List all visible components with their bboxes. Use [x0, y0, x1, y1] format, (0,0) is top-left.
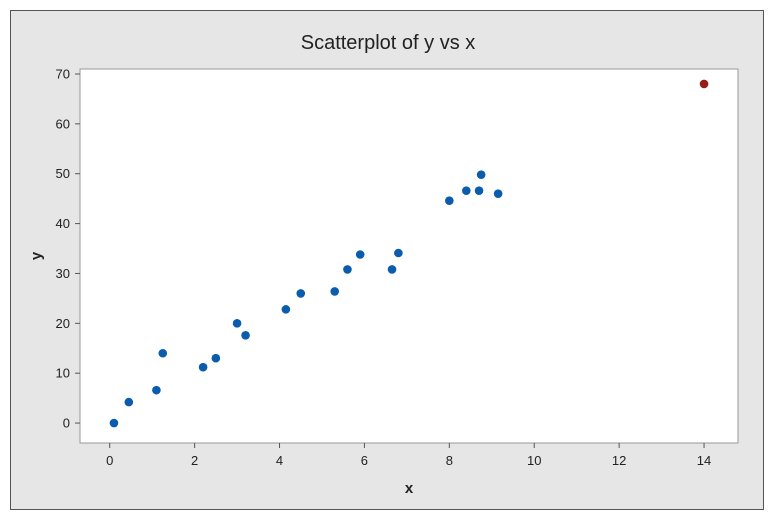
- y-tick-label: 50: [56, 166, 70, 181]
- chart-title: Scatterplot of y vs x: [301, 32, 476, 54]
- data-point: [296, 289, 306, 298]
- x-axis: 0 2 4 6 8 10 12 14: [106, 443, 711, 468]
- data-point: [462, 186, 471, 195]
- x-tick-label: 14: [697, 453, 711, 468]
- data-point: [158, 348, 168, 358]
- y-tick-label: 10: [56, 366, 70, 381]
- data-point: [241, 330, 250, 340]
- data-point: [152, 385, 161, 395]
- scatter-chart: Scatterplot of y vs x 0 2 4 6 8 10 12 14 0 10 20 3…: [28, 32, 739, 497]
- x-tick-label: 12: [612, 453, 626, 468]
- highlighted-data-point: [699, 79, 709, 89]
- data-point: [343, 265, 352, 274]
- data-points: [109, 79, 709, 428]
- y-axis: 0 10 20 30 40 50 60 70: [56, 66, 80, 431]
- y-tick-label: 60: [56, 116, 70, 131]
- x-tick-label: 8: [446, 453, 453, 468]
- y-tick-label: 30: [56, 266, 70, 281]
- data-point: [355, 250, 365, 259]
- y-tick-label: 0: [63, 416, 70, 431]
- x-tick-label: 2: [191, 453, 198, 468]
- plot-area: [79, 68, 739, 444]
- y-tick-label: 20: [56, 316, 70, 331]
- data-point: [198, 362, 208, 372]
- data-point: [476, 170, 486, 180]
- data-point: [394, 248, 403, 258]
- data-point: [232, 319, 242, 328]
- data-point: [281, 305, 291, 314]
- data-point: [211, 353, 221, 363]
- data-point: [445, 196, 454, 205]
- x-tick-label: 0: [106, 453, 113, 468]
- x-tick-label: 6: [361, 453, 368, 468]
- data-point: [330, 287, 340, 296]
- y-tick-label: 40: [56, 216, 70, 231]
- data-point: [124, 397, 134, 407]
- chart-frame: Scatterplot of y vs x 0 2 4 6 8 10 12 14 0 10 20 3…: [10, 10, 764, 510]
- x-tick-label: 10: [527, 453, 541, 468]
- y-axis-title: y: [28, 251, 45, 260]
- x-axis-title: x: [405, 480, 414, 497]
- data-point: [493, 189, 503, 198]
- y-tick-label: 70: [56, 66, 70, 81]
- data-point: [474, 186, 484, 195]
- x-tick-label: 4: [276, 453, 283, 468]
- data-point: [109, 418, 119, 428]
- data-point: [387, 265, 397, 274]
